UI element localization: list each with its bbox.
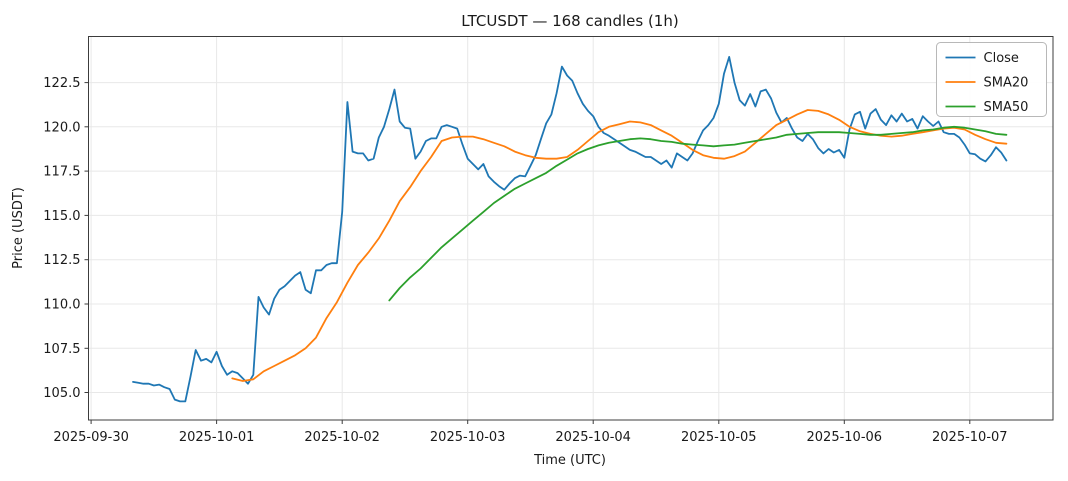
x-tick-label: 2025-10-05	[681, 430, 757, 445]
close-line	[132, 56, 1008, 403]
chart-title: LTCUSDT — 168 candles (1h)	[461, 12, 678, 30]
sma20-line	[231, 109, 1008, 382]
y-axis-title: Price (USDT)	[11, 187, 26, 269]
x-tick-label: 2025-10-01	[179, 430, 255, 445]
y-tick-label: 117.5	[43, 165, 80, 180]
x-tick-label: 2025-10-06	[807, 430, 883, 445]
legend: Close SMA20 SMA50	[936, 42, 1047, 117]
axes-frame	[88, 36, 1054, 421]
y-tick-label: 110.0	[43, 298, 80, 313]
legend-label-sma20: SMA20	[984, 76, 1029, 91]
x-tick-label: 2025-09-30	[53, 430, 129, 445]
y-tick-label: 112.5	[43, 253, 80, 268]
grid-layer	[88, 36, 1053, 420]
x-tick-label: 2025-10-03	[430, 430, 506, 445]
sma50-line	[388, 125, 1008, 302]
y-tick-label: 122.5	[43, 76, 80, 91]
x-axis-title: Time (UTC)	[533, 453, 606, 468]
tick-layer: 2025-09-30 2025-10-01 2025-10-02 2025-10-03…	[43, 76, 1007, 445]
y-tick-label: 120.0	[43, 120, 80, 135]
y-tick-label: 105.0	[43, 386, 80, 401]
y-tick-label: 115.0	[43, 209, 80, 224]
x-tick-label: 2025-10-02	[304, 430, 380, 445]
x-tick-label: 2025-10-04	[555, 430, 631, 445]
legend-label-close: Close	[984, 51, 1019, 66]
x-tick-label: 2025-10-07	[932, 430, 1008, 445]
series-layer	[132, 56, 1008, 403]
legend-box	[936, 42, 1047, 117]
y-tick-label: 107.5	[43, 342, 80, 357]
legend-label-sma50: SMA50	[984, 100, 1029, 115]
